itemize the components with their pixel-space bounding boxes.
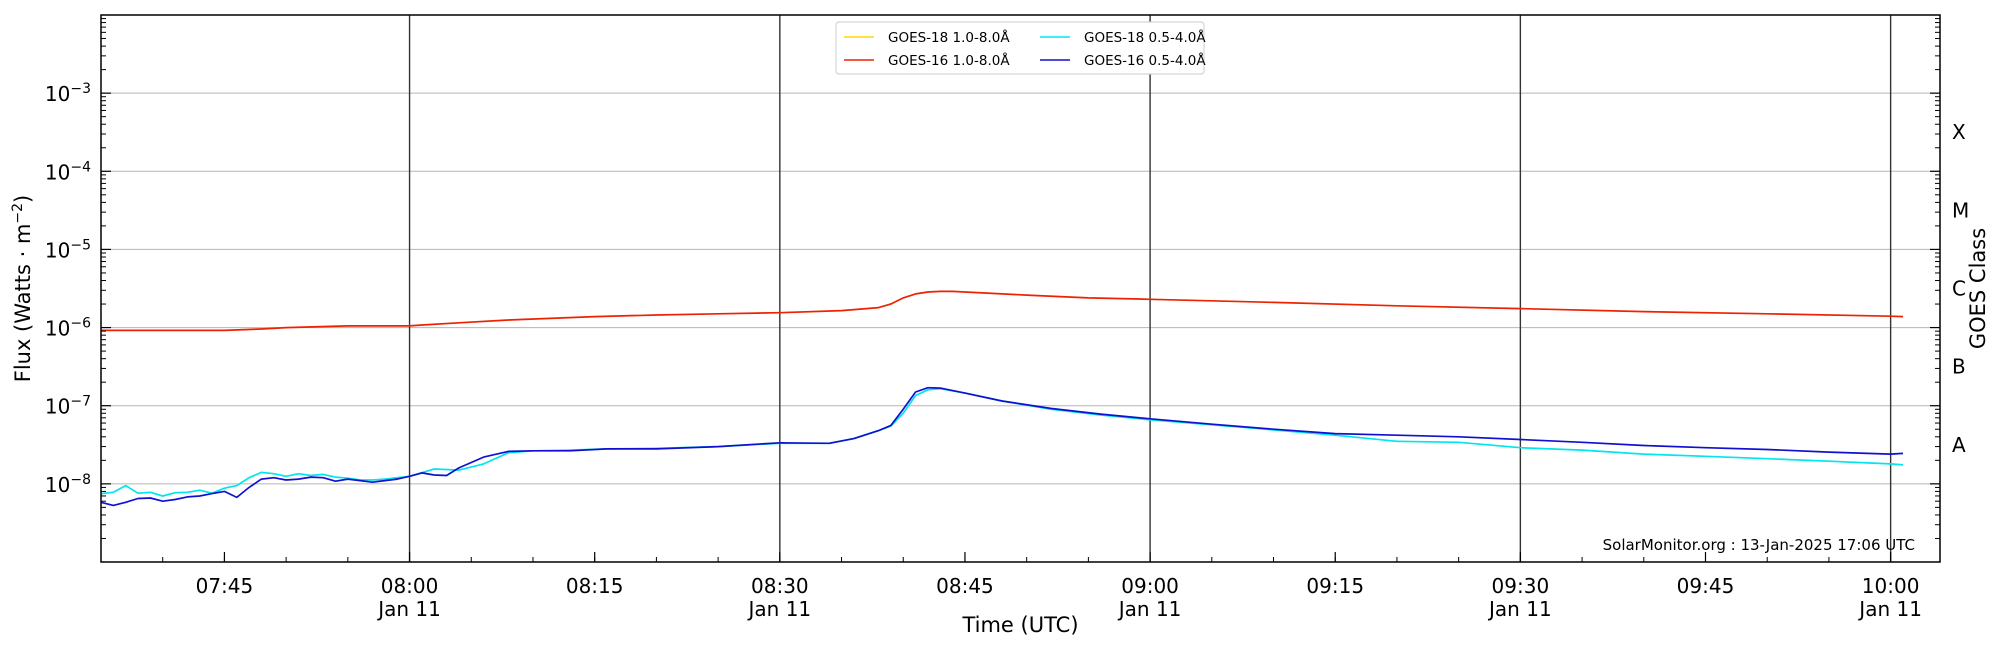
- y-axis-title-exponent: −2: [10, 203, 26, 224]
- x-tick-sublabel: Jan 11: [376, 597, 441, 621]
- legend-label: GOES-18 0.5-4.0Å: [1084, 29, 1206, 46]
- credit-annotation: SolarMonitor.org : 13-Jan-2025 17:06 UTC: [1603, 536, 1915, 554]
- x-tick-label: 08:15: [566, 574, 624, 598]
- legend-label: GOES-16 1.0-8.0Å: [888, 52, 1010, 69]
- y-tick-exponent: −7: [70, 394, 91, 410]
- y-axis-title-main: Flux (Watts · m: [11, 224, 35, 383]
- y-tick-base: 10: [45, 317, 70, 341]
- y-tick-exponent: −6: [70, 316, 91, 332]
- goes-class-label: X: [1952, 120, 1966, 144]
- x-tick-label: 09:00: [1121, 574, 1179, 598]
- goes-class-label: C: [1952, 277, 1966, 301]
- x-tick-sublabel: Jan 11: [1487, 597, 1552, 621]
- x-tick-sublabel: Jan 11: [1117, 597, 1182, 621]
- y-tick-base: 10: [45, 82, 70, 106]
- x-tick-sublabel: Jan 11: [747, 597, 812, 621]
- x-tick-sublabel: Jan 11: [1857, 597, 1922, 621]
- y-tick-base: 10: [45, 160, 70, 184]
- y-tick-exponent: −8: [70, 472, 91, 488]
- y-tick-exponent: −4: [70, 159, 91, 175]
- y-tick-base: 10: [45, 473, 70, 497]
- x-axis-title: Time (UTC): [961, 613, 1078, 637]
- legend: GOES-18 1.0-8.0Å GOES-16 1.0-8.0Å GOES-18 …: [836, 22, 1206, 74]
- x-tick-label: 08:00: [381, 574, 439, 598]
- legend-label: GOES-16 0.5-4.0Å: [1084, 52, 1206, 69]
- y-tick-exponent: −5: [70, 237, 91, 253]
- x-tick-label: 07:45: [196, 574, 254, 598]
- y-tick-base: 10: [45, 238, 70, 262]
- goes-class-label: B: [1952, 355, 1966, 379]
- goes-class-label: A: [1952, 433, 1966, 457]
- x-tick-label: 09:45: [1677, 574, 1735, 598]
- goes-class-label: M: [1952, 198, 1969, 222]
- x-tick-label: 10:00: [1862, 574, 1920, 598]
- x-tick-label: 09:15: [1306, 574, 1364, 598]
- x-tick-label: 08:30: [751, 574, 809, 598]
- x-tick-label: 08:45: [936, 574, 994, 598]
- y-axis-title-close: ): [11, 195, 35, 203]
- x-tick-label: 09:30: [1492, 574, 1550, 598]
- goes-class-axis-title: GOES Class: [1966, 228, 1990, 349]
- legend-label: GOES-18 1.0-8.0Å: [888, 29, 1010, 46]
- y-tick-base: 10: [45, 395, 70, 419]
- y-tick-exponent: −3: [70, 81, 91, 97]
